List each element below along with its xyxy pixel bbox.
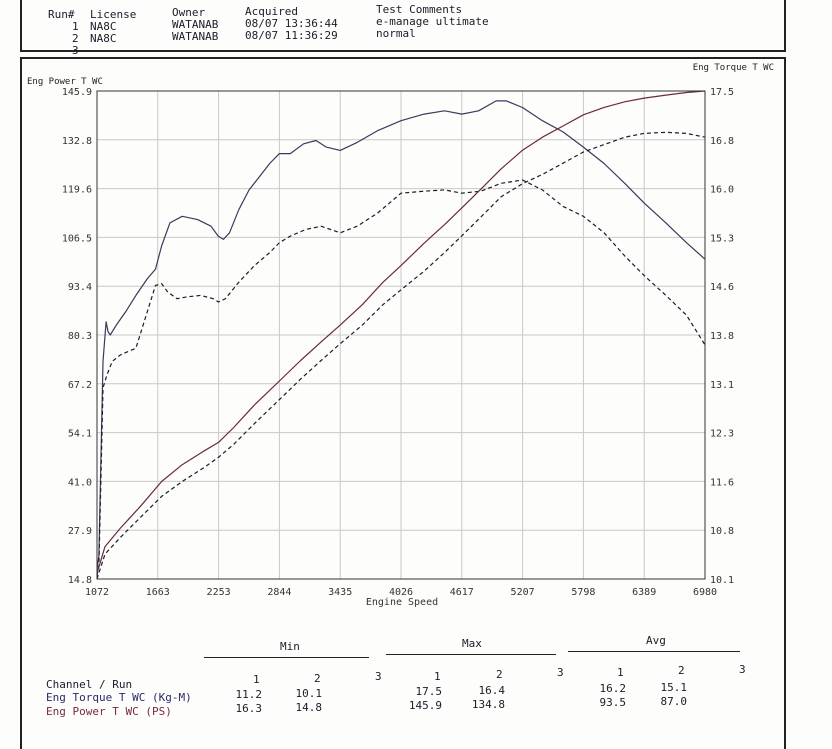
y-right-tick-label: 10.1 <box>710 575 734 586</box>
x-tick-labels: 1072 1663 2253 2844 3435 4026 4617 5207 5798 6389… <box>85 587 717 598</box>
power-max-1: 145.9 <box>408 699 442 712</box>
y-left-tick-label: 80.3 <box>68 331 92 342</box>
power-row-label: Eng Power T WC (PS) <box>46 705 172 718</box>
y-right-tick-labels: 10.1 10.8 11.6 12.3 13.1 13.8 14.6 15.3 16.0 16.8… <box>710 87 734 586</box>
torque-min-1: 11.2 <box>235 688 263 701</box>
col-run: Run# <box>48 8 75 21</box>
min-run-1: 1 <box>253 673 260 686</box>
grid <box>97 91 705 579</box>
run-1-license: NA8C <box>90 20 117 33</box>
y-right-tick-label: 10.8 <box>710 526 734 537</box>
x-tick-label: 1663 <box>146 587 170 598</box>
run-2-owner: WATANAB <box>172 30 219 43</box>
y-right-tick-label: 16.8 <box>710 136 734 147</box>
x-tick-label: 2253 <box>207 587 231 598</box>
y-left-tick-label: 132.8 <box>62 136 92 147</box>
run-1-acquired: 08/07 13:36:44 <box>245 17 338 30</box>
torque-run-2-line <box>96 179 706 576</box>
chart-frame <box>20 57 786 749</box>
x-tick-label: 6980 <box>693 587 717 598</box>
dyno-chart: 1072 1663 2253 2844 3435 4026 4617 5207 5798 6389… <box>27 63 774 608</box>
avg-run-1: 1 <box>617 666 624 679</box>
left-axis-title: Eng Power T WC <box>27 77 103 87</box>
plot-border <box>96 90 706 580</box>
y-left-tick-label: 14.8 <box>68 575 92 586</box>
x-tick-label: 4026 <box>389 587 413 598</box>
run-1-owner: WATANAB <box>172 18 219 31</box>
y-right-tick-label: 13.1 <box>710 380 734 391</box>
y-right-tick-label: 14.6 <box>710 282 734 293</box>
rule-avg <box>568 651 740 652</box>
y-left-tick-label: 93.4 <box>68 282 92 293</box>
power-min-1: 16.3 <box>235 702 263 715</box>
torque-min-2: 10.1 <box>295 687 323 700</box>
power-avg-1: 93.5 <box>599 696 627 709</box>
min-run-3: 3 <box>375 670 382 683</box>
run-2-number: 2 <box>72 32 79 45</box>
group-avg: Avg <box>646 634 666 647</box>
dyno-sheet: Run# License Owner Acquired Test Comment… <box>20 0 786 749</box>
row-header: Channel / Run <box>46 678 133 691</box>
torque-avg-1: 16.2 <box>599 682 627 695</box>
run-1-number: 1 <box>72 20 79 33</box>
x-tick-label: 1072 <box>85 587 109 598</box>
x-tick-label: 5798 <box>571 587 595 598</box>
y-left-tick-label: 27.9 <box>68 526 92 537</box>
col-license: License <box>90 8 137 21</box>
power-run-2-line <box>96 131 706 580</box>
torque-row-label: Eng Torque T WC (Kg-M) <box>46 691 192 704</box>
run-3-number: 3 <box>72 44 79 57</box>
torque-avg-2: 15.1 <box>660 681 688 694</box>
max-run-3: 3 <box>557 666 564 679</box>
col-owner: Owner <box>172 6 206 19</box>
run-1-comments: e-manage ultimate <box>376 15 489 28</box>
y-right-tick-label: 17.5 <box>710 87 734 98</box>
run-2-comments: normal <box>376 27 416 40</box>
y-right-tick-label: 15.3 <box>710 233 734 244</box>
power-max-2: 134.8 <box>471 698 505 711</box>
avg-run-2: 2 <box>678 664 685 677</box>
x-axis-title: Engine Speed <box>366 597 438 608</box>
y-left-tick-label: 41.0 <box>68 477 92 488</box>
run-2-acquired: 08/07 11:36:29 <box>245 29 338 42</box>
y-left-tick-label: 119.6 <box>62 185 92 196</box>
x-tick-label: 5207 <box>511 587 535 598</box>
torque-run-1-line <box>96 100 706 570</box>
y-left-tick-labels: 14.8 27.9 41.0 54.1 67.2 80.3 93.4 106.5 119.6 13… <box>62 87 92 586</box>
group-max: Max <box>462 637 482 650</box>
power-avg-2: 87.0 <box>660 695 688 708</box>
run-2-license: NA8C <box>90 32 117 45</box>
power-run-1-line <box>96 90 706 574</box>
torque-max-1: 17.5 <box>415 685 443 698</box>
header-frame <box>20 0 786 52</box>
right-axis-title: Eng Torque T WC <box>693 63 774 73</box>
y-right-tick-label: 11.6 <box>710 477 734 488</box>
rule-min <box>204 657 369 658</box>
rule-max <box>386 654 556 655</box>
col-acquired: Acquired <box>245 5 298 18</box>
y-left-tick-label: 54.1 <box>68 429 92 440</box>
x-tick-label: 3435 <box>328 587 352 598</box>
x-tick-label: 6389 <box>632 587 656 598</box>
col-comments: Test Comments <box>376 3 463 16</box>
max-run-1: 1 <box>434 670 441 683</box>
min-run-2: 2 <box>314 672 321 685</box>
y-left-tick-label: 67.2 <box>68 380 92 391</box>
y-left-tick-label: 106.5 <box>62 233 92 244</box>
group-min: Min <box>280 640 300 653</box>
power-min-2: 14.8 <box>295 701 323 714</box>
y-right-tick-label: 16.0 <box>710 185 734 196</box>
y-right-tick-label: 13.8 <box>710 331 734 342</box>
series-layer <box>96 90 706 580</box>
x-tick-label: 2844 <box>267 587 291 598</box>
max-run-2: 2 <box>496 668 503 681</box>
y-right-tick-label: 12.3 <box>710 429 734 440</box>
avg-run-3: 3 <box>739 663 746 676</box>
torque-max-2: 16.4 <box>478 684 506 697</box>
y-left-tick-label: 145.9 <box>62 87 92 98</box>
x-tick-label: 4617 <box>450 587 474 598</box>
